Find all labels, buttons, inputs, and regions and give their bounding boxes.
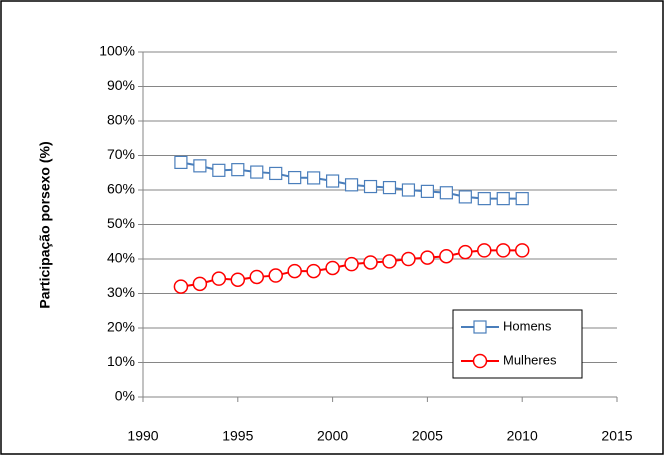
marker xyxy=(326,174,340,188)
marker xyxy=(268,268,283,283)
y-tick-label: 80% xyxy=(107,112,135,128)
marker xyxy=(401,251,416,267)
y-axis-label: Participação porsexo (%) xyxy=(37,141,53,308)
marker xyxy=(458,244,473,260)
marker xyxy=(269,166,283,181)
marker xyxy=(477,243,492,258)
x-tick-label: 1995 xyxy=(222,428,253,444)
y-tick-label: 30% xyxy=(107,284,135,300)
marker xyxy=(382,180,397,195)
marker xyxy=(231,163,245,177)
y-tick-label: 60% xyxy=(107,181,135,197)
marker xyxy=(288,170,302,185)
marker xyxy=(307,171,321,185)
marker xyxy=(249,269,265,285)
marker xyxy=(420,184,434,198)
y-tick-label: 40% xyxy=(107,250,135,266)
marker xyxy=(230,272,246,287)
marker xyxy=(515,192,529,206)
marker xyxy=(212,163,226,177)
y-tick-label: 100% xyxy=(99,43,135,59)
marker xyxy=(287,263,302,279)
legend-label: Homens xyxy=(503,318,552,333)
marker xyxy=(250,165,264,179)
x-tick-label: 2000 xyxy=(317,428,348,444)
marker xyxy=(439,186,453,200)
x-tick-label: 2010 xyxy=(507,428,538,444)
marker xyxy=(495,243,511,258)
marker xyxy=(477,192,491,206)
x-tick-label: 1990 xyxy=(127,428,158,444)
legend-label: Mulheres xyxy=(503,352,557,367)
marker xyxy=(193,159,207,173)
marker xyxy=(514,243,530,258)
marker xyxy=(382,254,397,269)
marker xyxy=(306,263,321,279)
marker xyxy=(420,250,435,265)
marker xyxy=(496,192,510,206)
y-tick-label: 10% xyxy=(107,353,135,369)
marker xyxy=(173,279,189,294)
marker xyxy=(174,155,188,169)
x-tick-label: 2015 xyxy=(601,428,632,444)
y-tick-label: 20% xyxy=(107,319,135,335)
y-tick-label: 50% xyxy=(107,215,135,231)
y-tick-label: 90% xyxy=(107,77,135,93)
marker xyxy=(192,276,208,292)
marker xyxy=(401,183,416,197)
marker xyxy=(211,271,227,286)
marker xyxy=(439,248,454,264)
marker xyxy=(325,260,340,276)
y-tick-label: 70% xyxy=(107,146,135,162)
marker xyxy=(363,179,378,194)
y-tick-label: 0% xyxy=(115,388,135,404)
marker xyxy=(458,190,472,204)
marker xyxy=(344,256,359,272)
legend-marker xyxy=(473,320,487,334)
marker xyxy=(344,178,359,192)
x-tick-label: 2005 xyxy=(412,428,443,444)
legend-marker xyxy=(472,353,488,369)
marker xyxy=(363,255,378,270)
